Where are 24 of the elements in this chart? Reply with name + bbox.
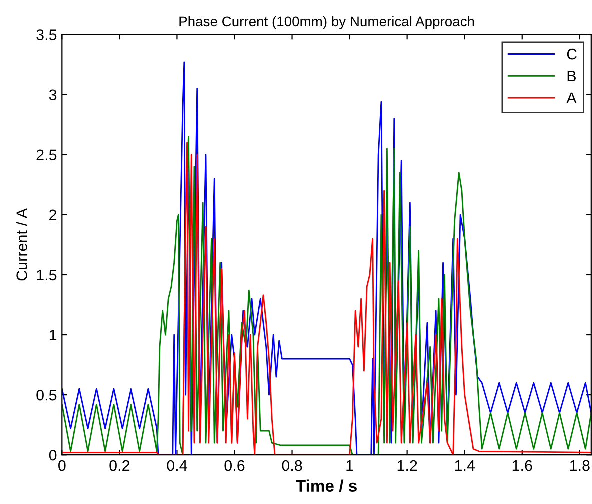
x-tick-label: 1.4	[455, 460, 476, 472]
y-tick-label: 3.5	[36, 30, 57, 40]
x-tick-label: 0.6	[224, 460, 245, 472]
y-tick-label: 3	[49, 90, 57, 101]
y-tick-label: 0	[49, 450, 57, 461]
chart-title: Phase Current (100mm) by Numerical Approach	[180, 16, 474, 30]
legend-label: C	[567, 48, 578, 60]
y-tick-label: 2	[50, 210, 57, 220]
y-tick-label: 1	[50, 330, 57, 341]
x-tick-label: 1.6	[512, 460, 532, 472]
x-tick-label: 0	[58, 460, 66, 472]
x-tick-label: 1	[346, 460, 354, 472]
legend-label: A	[566, 92, 577, 104]
x-axis-title: Time / s	[296, 480, 357, 492]
x-tick-label: 0.2	[110, 460, 130, 472]
x-tick-label: 0.8	[282, 460, 302, 472]
y-axis-title: Current / A	[16, 208, 28, 281]
x-tick-label: 0.4	[167, 460, 188, 472]
y-tick-label: 1.5	[37, 270, 57, 281]
y-tick-label: 0.5	[36, 390, 57, 401]
x-tick-label: 1.2	[398, 460, 418, 472]
y-tick-label: 2.5	[36, 150, 57, 161]
x-tick-label: 1.8	[570, 460, 590, 472]
legend-label: B	[568, 70, 576, 82]
